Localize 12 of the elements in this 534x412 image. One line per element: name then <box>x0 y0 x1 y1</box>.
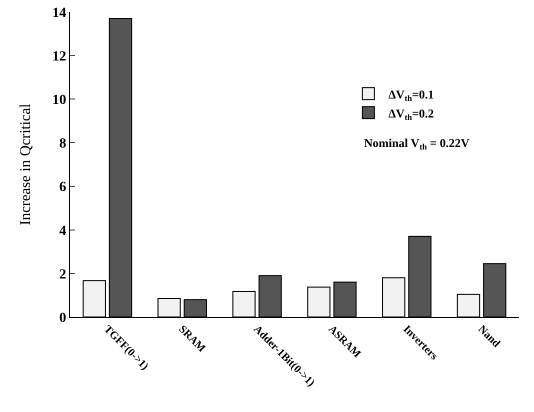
y-tick-label: 12 <box>52 49 66 64</box>
y-tick-label: 4 <box>59 224 66 239</box>
y-tick-label: 8 <box>59 136 66 152</box>
y-tick-label: 10 <box>52 93 66 108</box>
y-tick-label: 0 <box>59 310 66 326</box>
y-axis-title: Increase in Qcritical <box>18 104 34 226</box>
y-tick-label: 14 <box>52 6 66 21</box>
annotation: Nominal V$_{th}$ = 0.22V <box>364 136 470 152</box>
legend-label: ΔV$_{th}$=0.2 <box>388 106 434 122</box>
y-tick-label: 6 <box>59 180 66 196</box>
legend-label: ΔV$_{th}$=0.1 <box>388 87 434 103</box>
y-tick-label: 2 <box>59 267 66 282</box>
